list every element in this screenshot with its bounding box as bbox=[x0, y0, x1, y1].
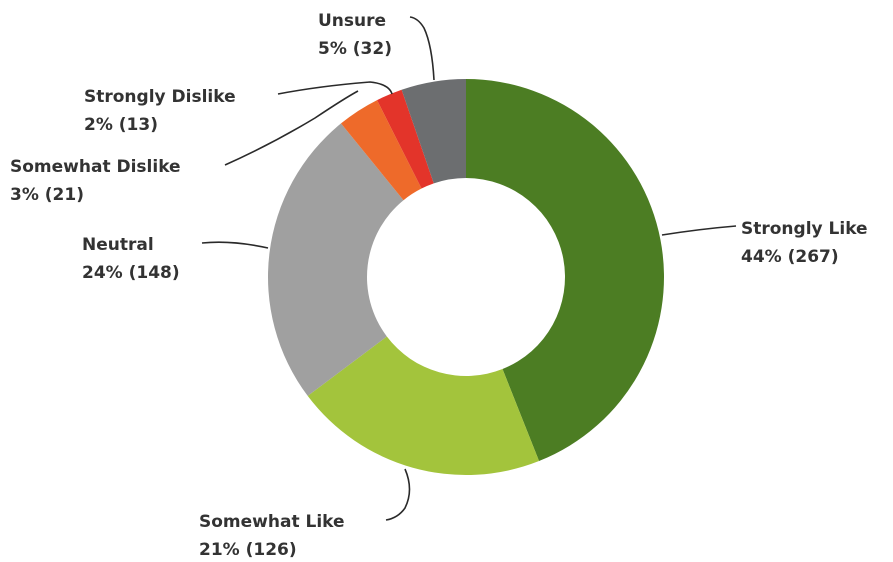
label-name: Strongly Dislike bbox=[84, 87, 236, 107]
label-value: 3% (21) bbox=[10, 185, 84, 205]
label-strongly-dislike: Strongly Dislike 2% (13) bbox=[84, 87, 236, 135]
leader-unsure bbox=[409, 16, 435, 81]
label-value: 24% (148) bbox=[82, 263, 180, 283]
leader-somewhat-like bbox=[385, 468, 411, 521]
label-neutral: Neutral 24% (148) bbox=[82, 235, 180, 283]
leader-strongly-like bbox=[661, 225, 737, 236]
label-somewhat-like: Somewhat Like 21% (126) bbox=[199, 512, 345, 560]
label-name: Unsure bbox=[318, 11, 386, 31]
leader-somewhat-dislike bbox=[224, 90, 359, 166]
label-somewhat-dislike: Somewhat Dislike 3% (21) bbox=[10, 157, 181, 205]
leader-lines bbox=[201, 16, 737, 521]
label-value: 44% (267) bbox=[741, 247, 839, 267]
label-name: Somewhat Like bbox=[199, 512, 345, 532]
slice-somewhat-like bbox=[307, 336, 540, 475]
label-name: Neutral bbox=[82, 235, 154, 255]
slice-somewhat-dislike bbox=[341, 100, 422, 201]
label-name: Strongly Like bbox=[741, 219, 868, 239]
label-strongly-like: Strongly Like 44% (267) bbox=[741, 219, 868, 267]
slice-neutral bbox=[268, 123, 404, 396]
leader-neutral bbox=[201, 241, 269, 249]
leader-strongly-dislike bbox=[277, 81, 393, 95]
label-value: 5% (32) bbox=[318, 39, 392, 59]
slice-strongly-like bbox=[466, 79, 664, 462]
label-value: 2% (13) bbox=[84, 115, 158, 135]
slice-unsure bbox=[401, 79, 466, 184]
label-value: 21% (126) bbox=[199, 540, 297, 560]
donut-slices bbox=[268, 79, 664, 475]
label-unsure: Unsure 5% (32) bbox=[318, 11, 392, 59]
slice-strongly-dislike bbox=[377, 89, 434, 189]
label-name: Somewhat Dislike bbox=[10, 157, 181, 177]
